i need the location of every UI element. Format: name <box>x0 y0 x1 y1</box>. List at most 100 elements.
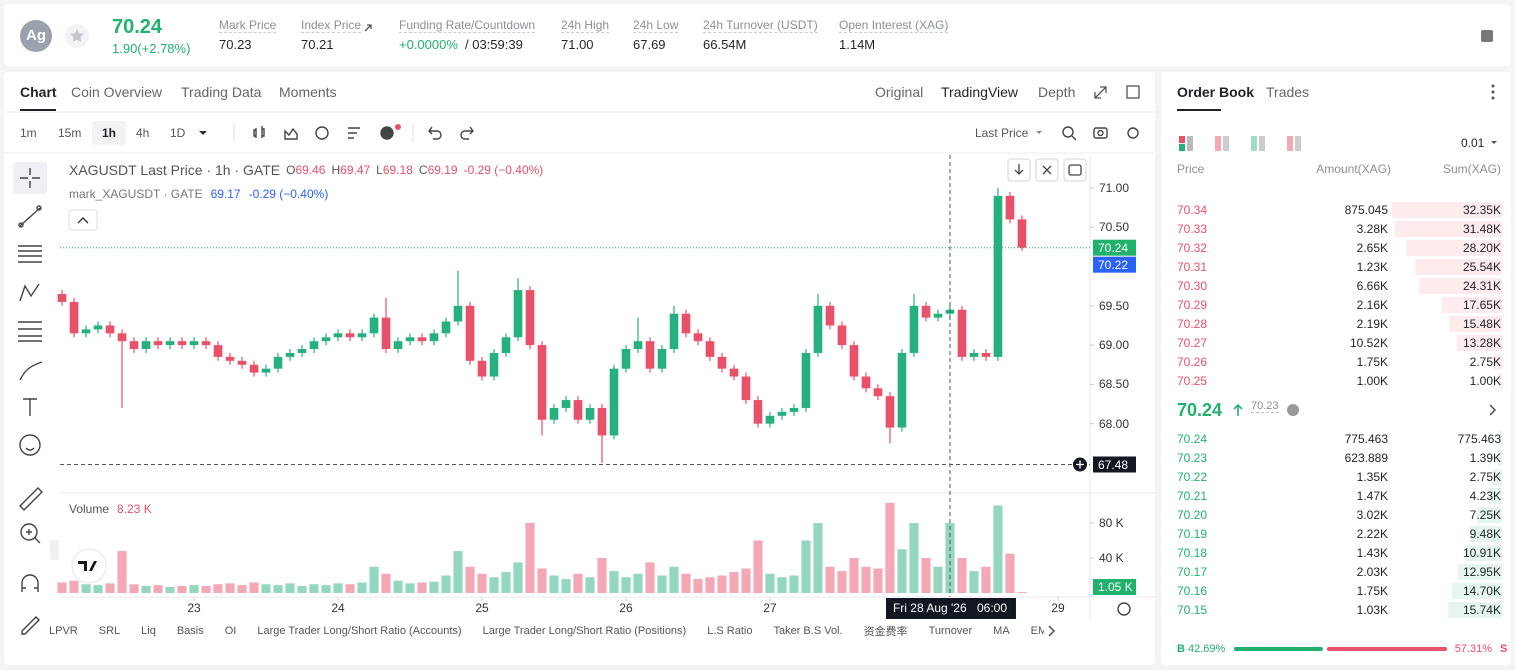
indicator[interactable]: SRL <box>98 625 121 637</box>
indicator[interactable]: MA <box>993 625 1010 637</box>
volume-bar <box>657 575 667 593</box>
interval[interactable]: 15m <box>58 126 82 140</box>
volume-bar <box>357 582 367 593</box>
stat-countdown: / 03:59:39 <box>465 37 523 52</box>
candle-body <box>321 337 331 342</box>
dropdown-arrow[interactable] <box>199 131 207 135</box>
tab[interactable]: Trading Data <box>181 84 262 100</box>
indicator[interactable]: Liq <box>141 625 156 637</box>
book-price: 70.33 <box>1177 222 1208 236</box>
tab[interactable]: Coin Overview <box>71 84 163 100</box>
volume-bar <box>585 577 595 593</box>
interval[interactable]: 1m <box>20 126 37 140</box>
view-tab[interactable]: Original <box>875 84 924 100</box>
dropdown-arrow[interactable] <box>1491 141 1497 144</box>
dots-menu[interactable] <box>1491 84 1495 100</box>
window-icon[interactable] <box>1126 85 1140 99</box>
candle-body <box>849 345 859 377</box>
volume-bar <box>429 581 439 593</box>
col-header: Amount(XAG) <box>1316 162 1391 176</box>
legend-collapse[interactable] <box>68 209 98 231</box>
price-type[interactable]: Last Price <box>975 126 1029 140</box>
indicator[interactable]: OI <box>224 625 237 637</box>
book-sum: 32.35K <box>1462 203 1501 217</box>
book-amount: 875.045 <box>1344 203 1388 217</box>
fullscreen-icon[interactable] <box>1094 86 1107 99</box>
book-price: 70.21 <box>1177 489 1208 503</box>
candle-body <box>741 376 751 401</box>
tab[interactable]: Moments <box>279 84 337 100</box>
view-tab[interactable]: TradingView <box>941 84 1019 100</box>
volume-bar <box>309 584 319 593</box>
indicator[interactable]: Large Trader Long/Short Ratio (Positions… <box>482 625 687 637</box>
volume-bar <box>453 551 463 593</box>
sell-label: S <box>1500 643 1508 655</box>
indicator[interactable]: EMA <box>1030 625 1044 637</box>
indicator[interactable]: Turnover <box>928 625 973 637</box>
indicator[interactable]: L.S Ratio <box>707 625 753 637</box>
mark-name: mark_XAGUSDT · GATE <box>69 187 203 201</box>
precision[interactable]: 0.01 <box>1461 136 1485 150</box>
candle-body <box>333 333 343 338</box>
candle-body <box>93 325 103 330</box>
book-sum: 28.20K <box>1462 241 1501 255</box>
stat-value: 67.69 <box>633 37 666 52</box>
stat-label: 24h Turnover (USDT) <box>703 18 818 33</box>
book-tab[interactable]: Trades <box>1266 84 1310 100</box>
candle-body <box>525 290 535 346</box>
candle-body <box>813 305 823 353</box>
indicator[interactable]: LPVR <box>49 625 78 637</box>
sell-ratio: 57.31% <box>1454 643 1492 655</box>
candle-body <box>873 388 883 397</box>
indicators-next[interactable] <box>1048 625 1055 637</box>
book-price: 70.25 <box>1177 374 1208 388</box>
book-price: 70.27 <box>1177 336 1208 350</box>
drawing-tools[interactable] <box>18 168 43 635</box>
candle-body <box>669 313 679 350</box>
volume-bar <box>1017 592 1027 593</box>
candle-body <box>609 368 619 436</box>
volume-bar <box>249 582 259 593</box>
candle-body <box>237 360 247 365</box>
indicator[interactable]: Basis <box>176 625 204 637</box>
volume-bar <box>405 583 415 593</box>
external-icon <box>364 24 372 32</box>
book-tab[interactable]: Order Book <box>1177 84 1255 100</box>
interval[interactable]: 4h <box>136 126 150 140</box>
indicator[interactable]: Taker B.S Vol. <box>773 625 843 637</box>
volume-bar <box>117 551 127 593</box>
dropdown-arrow[interactable] <box>1036 131 1042 134</box>
book-price: 70.22 <box>1177 470 1208 484</box>
tab[interactable]: Chart <box>20 84 57 100</box>
volume-tick-label: 40 K <box>1099 551 1124 565</box>
book-layout-icons[interactable] <box>1179 136 1301 151</box>
volume-title: Volume <box>69 502 110 516</box>
ohlc-item: H69.47 <box>331 163 370 177</box>
candle-body <box>57 294 67 302</box>
indicator[interactable]: 资金费率 <box>863 626 908 638</box>
candle-body <box>453 305 463 322</box>
volume-bar <box>669 566 679 593</box>
candle-body <box>297 349 307 353</box>
depth-bar <box>1499 431 1502 447</box>
ticker-bar <box>4 4 1511 66</box>
interval[interactable]: 1h <box>102 126 117 140</box>
chevron[interactable] <box>1489 404 1496 416</box>
pane-buttons[interactable] <box>1007 158 1087 182</box>
toolbar-icons[interactable] <box>253 126 1139 141</box>
axis-settings[interactable] <box>1117 602 1131 616</box>
collapse-toggle[interactable] <box>50 540 59 560</box>
candle-body <box>729 368 739 377</box>
volume-bar <box>297 586 307 593</box>
candle-body <box>117 333 127 342</box>
volume-bar <box>177 586 187 593</box>
indicator[interactable]: Large Trader Long/Short Ratio (Accounts) <box>257 625 462 637</box>
view-tab[interactable]: Depth <box>1038 84 1076 100</box>
layout-icon[interactable] <box>1481 30 1493 42</box>
volume-bar <box>237 585 247 593</box>
interval[interactable]: 1D <box>170 126 186 140</box>
volume-bar <box>549 575 559 593</box>
volume-bar <box>729 572 739 593</box>
